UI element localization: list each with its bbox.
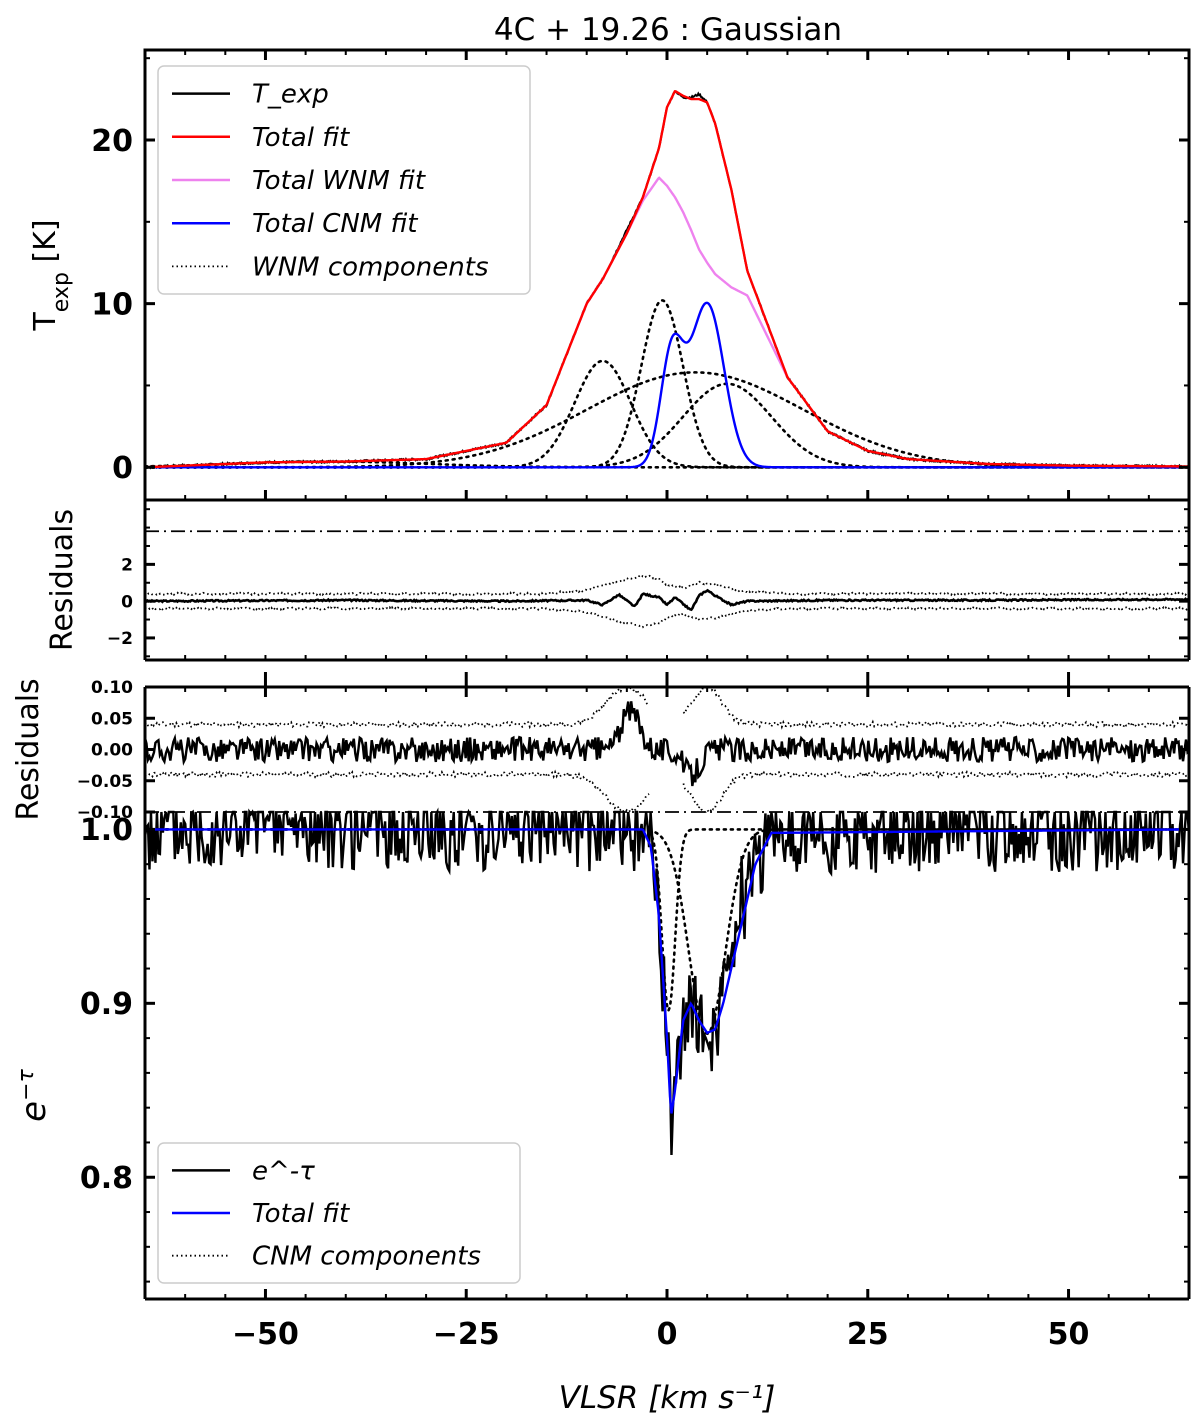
legend: e^-τ Total fit CNM components [157,1142,521,1284]
x-tick-label: 0 [657,1317,678,1352]
residual-line [143,701,1190,787]
y-tick-label: 0 [112,451,133,486]
y-tick-label: 10 [91,287,133,322]
legend-label: Total CNM fit [252,209,418,239]
legend-label: T_exp [252,80,329,110]
y-tick-label: −0.05 [77,772,133,792]
legend-label: Total WNM fit [252,166,426,196]
y-tick-label: −0.10 [77,803,133,823]
wnm-component-line [143,359,1191,469]
legend: T_exp Total fit Total WNM fit Total CNM fit… [157,65,531,295]
y-label-main: T [28,312,63,332]
residual-envelope-line [144,605,1190,629]
legend-label: e^-τ [252,1156,315,1186]
y-label-unit: [K] [28,219,63,272]
figure-title: 4C + 19.26 : Gaussian [494,12,842,48]
y-axis-label: Texp [K] [28,219,74,331]
y-tick-label: 0.10 [91,678,133,698]
residual-envelope-line [682,769,1190,813]
legend-box [157,65,531,295]
y-tick-label: −2 [107,629,133,649]
total-fit-line [144,90,1189,469]
absorption-residuals-panel: −0.10 −0.05 0.00 0.05 0.10 Residuals [11,672,1191,823]
residual-envelope-line [144,685,650,730]
absorption-panel: −50 −25 0 25 50 0.8 0.9 1.0 e−τ e^-τ Total fit CNM … [14,807,1191,1352]
total-fit-line [145,828,1190,1114]
total-wnm-fit-line [570,176,796,388]
residual-envelope-line [682,685,1190,730]
y-label-sub: exp [49,272,74,312]
total-cnm-fit-line [145,301,1189,469]
wnm-component-line [143,371,1191,469]
y-tick-label: 1.0 [80,813,133,848]
x-tick-label: 25 [847,1317,889,1352]
y-axis-label: Residuals [11,678,46,820]
legend-label: CNM components [252,1242,481,1272]
cnm-component-line [143,828,1191,1015]
residual-envelope-line [144,769,650,814]
y-axis-label: Residuals [45,509,80,651]
residual-line [144,588,1190,612]
wnm-component-line [143,382,1191,469]
y-tick-label: 0.9 [80,987,133,1022]
y-label-base: e [14,1101,54,1122]
residual-envelope-line [144,573,1190,597]
e-tau-line [143,807,1191,1155]
wnm-component-line [143,299,1191,469]
legend-box [157,1142,521,1284]
y-tick-label: 0.05 [91,709,133,729]
y-tick-label: 0 [121,592,133,612]
y-tick-label: 2 [121,555,133,575]
x-tick-label: −50 [232,1317,299,1352]
legend-label: Total fit [252,1199,350,1229]
y-label-exp: −τ [14,1068,39,1100]
legend-label: Total fit [252,123,350,153]
y-tick-label: 20 [91,124,133,159]
x-tick-label: −25 [433,1317,500,1352]
y-axis-label: e−τ [14,1068,55,1121]
x-axis-label: VLSR [km s⁻¹] [559,1380,776,1416]
emission-panel: 0 10 20 Texp [K] T_exp Total fit Total WNM fit… [28,48,1191,502]
y-tick-label: 0.00 [91,741,133,761]
x-tick-label: 50 [1048,1317,1090,1352]
y-tick-label: 0.8 [80,1161,133,1196]
legend-label: WNM components [252,252,489,282]
emission-residuals-panel: −2 0 2 Residuals [45,500,1191,662]
